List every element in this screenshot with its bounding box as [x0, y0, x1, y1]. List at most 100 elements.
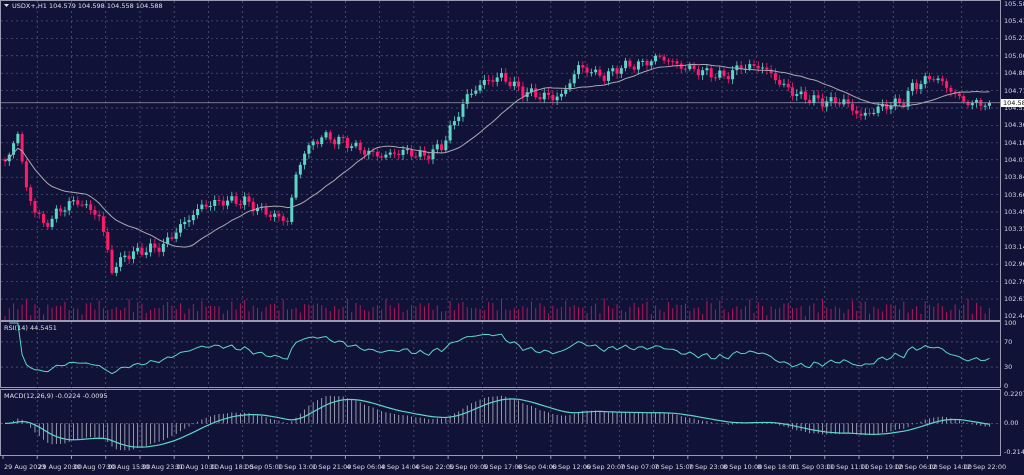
candle-body	[153, 243, 157, 248]
price-tick-label: 103.665	[1004, 190, 1024, 199]
candle-body	[29, 187, 33, 202]
price-tick-label: 105.060	[1004, 51, 1024, 60]
candle-body	[701, 70, 705, 76]
candle-body	[363, 150, 367, 155]
candle-body	[16, 133, 20, 144]
candle-body	[709, 68, 713, 78]
price-tick-label: 103.315	[1004, 225, 1024, 234]
candle-body	[268, 214, 272, 217]
price-tick-label: 104.185	[1004, 138, 1024, 147]
candle-body	[598, 69, 602, 76]
candle-body	[521, 86, 525, 97]
candle-body	[50, 218, 54, 227]
candle-body	[726, 76, 730, 80]
price-tick-label: 104.885	[1004, 69, 1024, 78]
candle-body	[666, 60, 670, 62]
candle-body	[966, 101, 970, 106]
candle-body	[84, 204, 88, 206]
candle-body	[435, 144, 439, 150]
symbol-label: USDX+,H1	[12, 2, 47, 10]
candle-body	[761, 67, 765, 69]
candle-body	[230, 196, 234, 201]
candle-body	[782, 83, 786, 85]
candle-body	[812, 95, 816, 103]
candle-body	[902, 103, 906, 107]
candle-body	[628, 60, 632, 67]
candle-body	[384, 154, 388, 158]
candle-body	[577, 65, 581, 75]
candle-body	[208, 205, 212, 207]
candle-body	[401, 149, 405, 155]
candle-body	[611, 68, 615, 72]
candle-body	[54, 208, 58, 219]
rsi-tick-label: 70	[1004, 337, 1013, 346]
candle-body	[838, 103, 842, 105]
candle-body	[97, 214, 101, 217]
candle-body	[859, 113, 863, 116]
macd-panel-frame	[0, 389, 1001, 456]
time-tick-label: 4 Sep 06:00	[346, 463, 386, 471]
time-tick-label: 12 Sep 06:00	[894, 463, 938, 471]
candle-body	[67, 201, 71, 211]
time-tick-label: 12 Sep 14:00	[928, 463, 972, 471]
candle-body	[970, 102, 974, 106]
candle-body	[915, 82, 919, 90]
candle-body	[594, 69, 598, 73]
candle-body	[504, 73, 508, 82]
candle-body	[397, 153, 401, 155]
candle-body	[234, 196, 238, 204]
candle-body	[705, 68, 709, 71]
candle-body	[256, 207, 260, 212]
rsi-tick-label: 0	[1004, 382, 1009, 390]
candle-body	[247, 196, 251, 202]
candle-body	[880, 103, 884, 107]
candle-body	[119, 257, 123, 267]
candle-body	[46, 222, 50, 227]
candle-body	[713, 77, 717, 79]
price-tick-label: 104.360	[1004, 121, 1024, 130]
candle-body	[422, 150, 426, 156]
candle-body	[624, 60, 628, 69]
time-tick-label: 11 Sep 19:00	[860, 463, 904, 471]
macd-tick-label: -0.2149	[1004, 448, 1024, 456]
price-tick-label: 103.140	[1004, 242, 1024, 251]
price-tick-label: 105.235	[1004, 34, 1024, 43]
candle-body	[572, 74, 576, 84]
candle-body	[786, 83, 790, 88]
candle-body	[919, 84, 923, 90]
price-tick-label: 104.015	[1004, 155, 1024, 164]
candle-body	[131, 251, 135, 260]
candle-body	[448, 125, 452, 141]
candle-body	[358, 142, 362, 151]
time-tick-label: 8 Sep 18:00	[757, 463, 797, 471]
candle-body	[80, 204, 84, 206]
candle-body	[833, 97, 837, 104]
candle-body	[499, 73, 503, 78]
candle-body	[538, 97, 542, 100]
candle-body	[876, 106, 880, 113]
candle-body	[512, 81, 516, 87]
candle-body	[33, 201, 37, 213]
time-tick-label: 5 Sep 17:00	[483, 463, 523, 471]
candle-body	[825, 101, 829, 107]
candle-body	[470, 93, 474, 95]
time-tick-label: 1 Sep 05:00	[243, 463, 283, 471]
candle-body	[487, 79, 491, 81]
candle-body	[213, 199, 217, 206]
time-tick-label: 1 Sep 21:00	[312, 463, 352, 471]
candle-body	[474, 90, 478, 94]
candle-body	[542, 92, 546, 100]
candle-body	[478, 85, 482, 91]
candle-body	[559, 93, 563, 97]
candle-body	[842, 99, 846, 105]
candle-body	[452, 121, 456, 126]
candle-body	[671, 61, 675, 63]
candle-body	[799, 91, 803, 95]
candle-body	[675, 61, 679, 64]
candle-body	[739, 65, 743, 70]
candle-body	[718, 70, 722, 78]
time-tick-label: 12 Sep 22:00	[962, 463, 1007, 471]
rsi-tick-label: 30	[1004, 363, 1013, 372]
candle-body	[324, 132, 328, 138]
